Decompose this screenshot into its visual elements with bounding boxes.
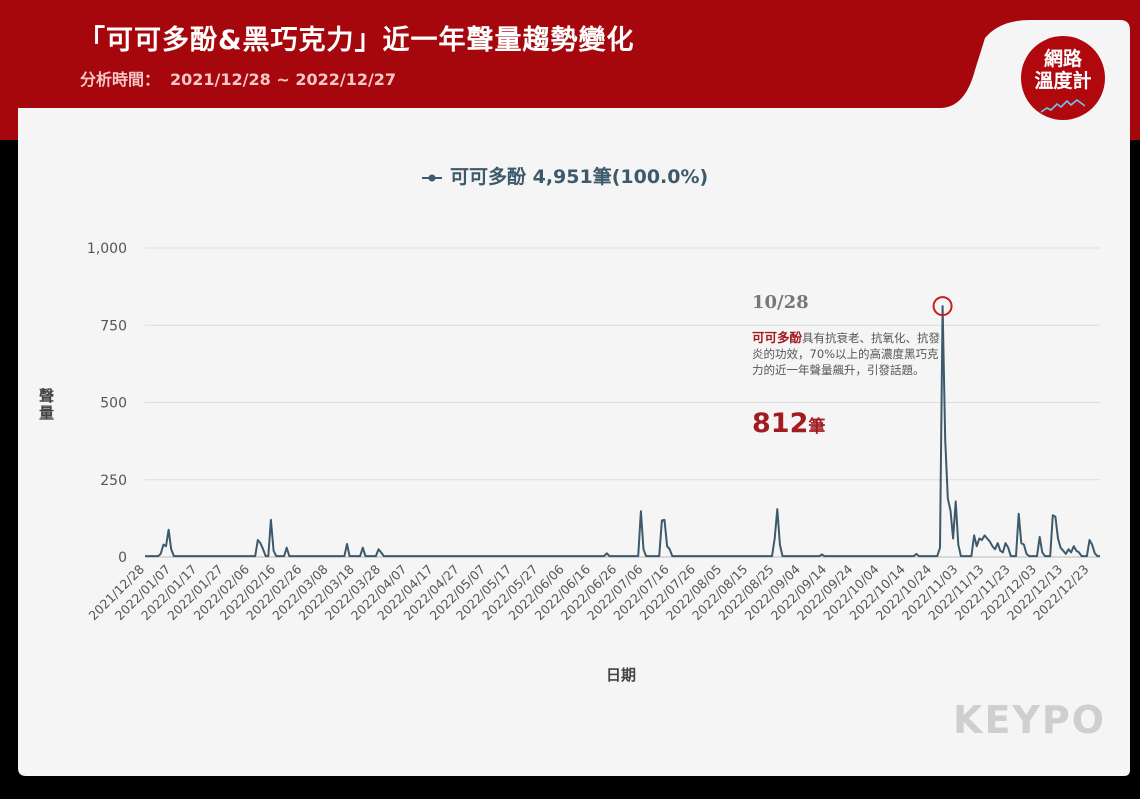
y-tick-label: 750 — [100, 318, 127, 334]
badge-line2: 溫度計 — [1034, 70, 1092, 92]
annotation-text: 可可多酚具有抗衰老、抗氧化、抗發炎的功效，70%以上的高濃度黑巧克力的近一年聲量… — [752, 330, 942, 378]
keypo-logo: KEYPO — [953, 698, 1107, 742]
legend-marker-icon — [422, 174, 442, 181]
y-tick-label: 1,000 — [87, 241, 127, 257]
annotation-count-value: 812 — [752, 408, 809, 439]
chart-legend[interactable]: 可可多酚 4,951筆(100.0%) — [422, 162, 708, 189]
x-axis-label: 日期 — [606, 666, 637, 684]
annotation-keyword: 可可多酚 — [752, 330, 803, 345]
annotation-count: 812筆 — [752, 408, 825, 439]
period-label: 分析時間： — [80, 70, 161, 89]
series-line — [145, 305, 1100, 558]
y-tick-label: 250 — [100, 473, 127, 489]
legend-label: 可可多酚 4,951筆(100.0%) — [450, 166, 709, 188]
annotation-count-unit: 筆 — [808, 417, 826, 437]
trend-line-icon — [1041, 98, 1085, 113]
annotation-date: 10/28 — [752, 292, 809, 313]
badge-line1: 網路 — [1043, 48, 1082, 70]
y-tick-label: 0 — [118, 550, 127, 566]
period-value: 2021/12/28 ~ 2022/12/27 — [170, 70, 397, 89]
y-axis-label: 聲量 — [37, 388, 55, 422]
y-tick-label: 500 — [100, 396, 127, 412]
analysis-period: 分析時間： 2021/12/28 ~ 2022/12/27 — [80, 66, 406, 90]
annotation-body: 具有抗衰老、抗氧化、抗發炎的功效，70%以上的高濃度黑巧克力的近一年聲量飆升，引… — [752, 331, 941, 377]
peak-marker — [932, 296, 953, 317]
thermometer-badge: 網路 溫度計 — [1021, 36, 1105, 120]
page-title: 「可可多酚&黑巧克力」近一年聲量趨勢變化 — [78, 25, 635, 56]
